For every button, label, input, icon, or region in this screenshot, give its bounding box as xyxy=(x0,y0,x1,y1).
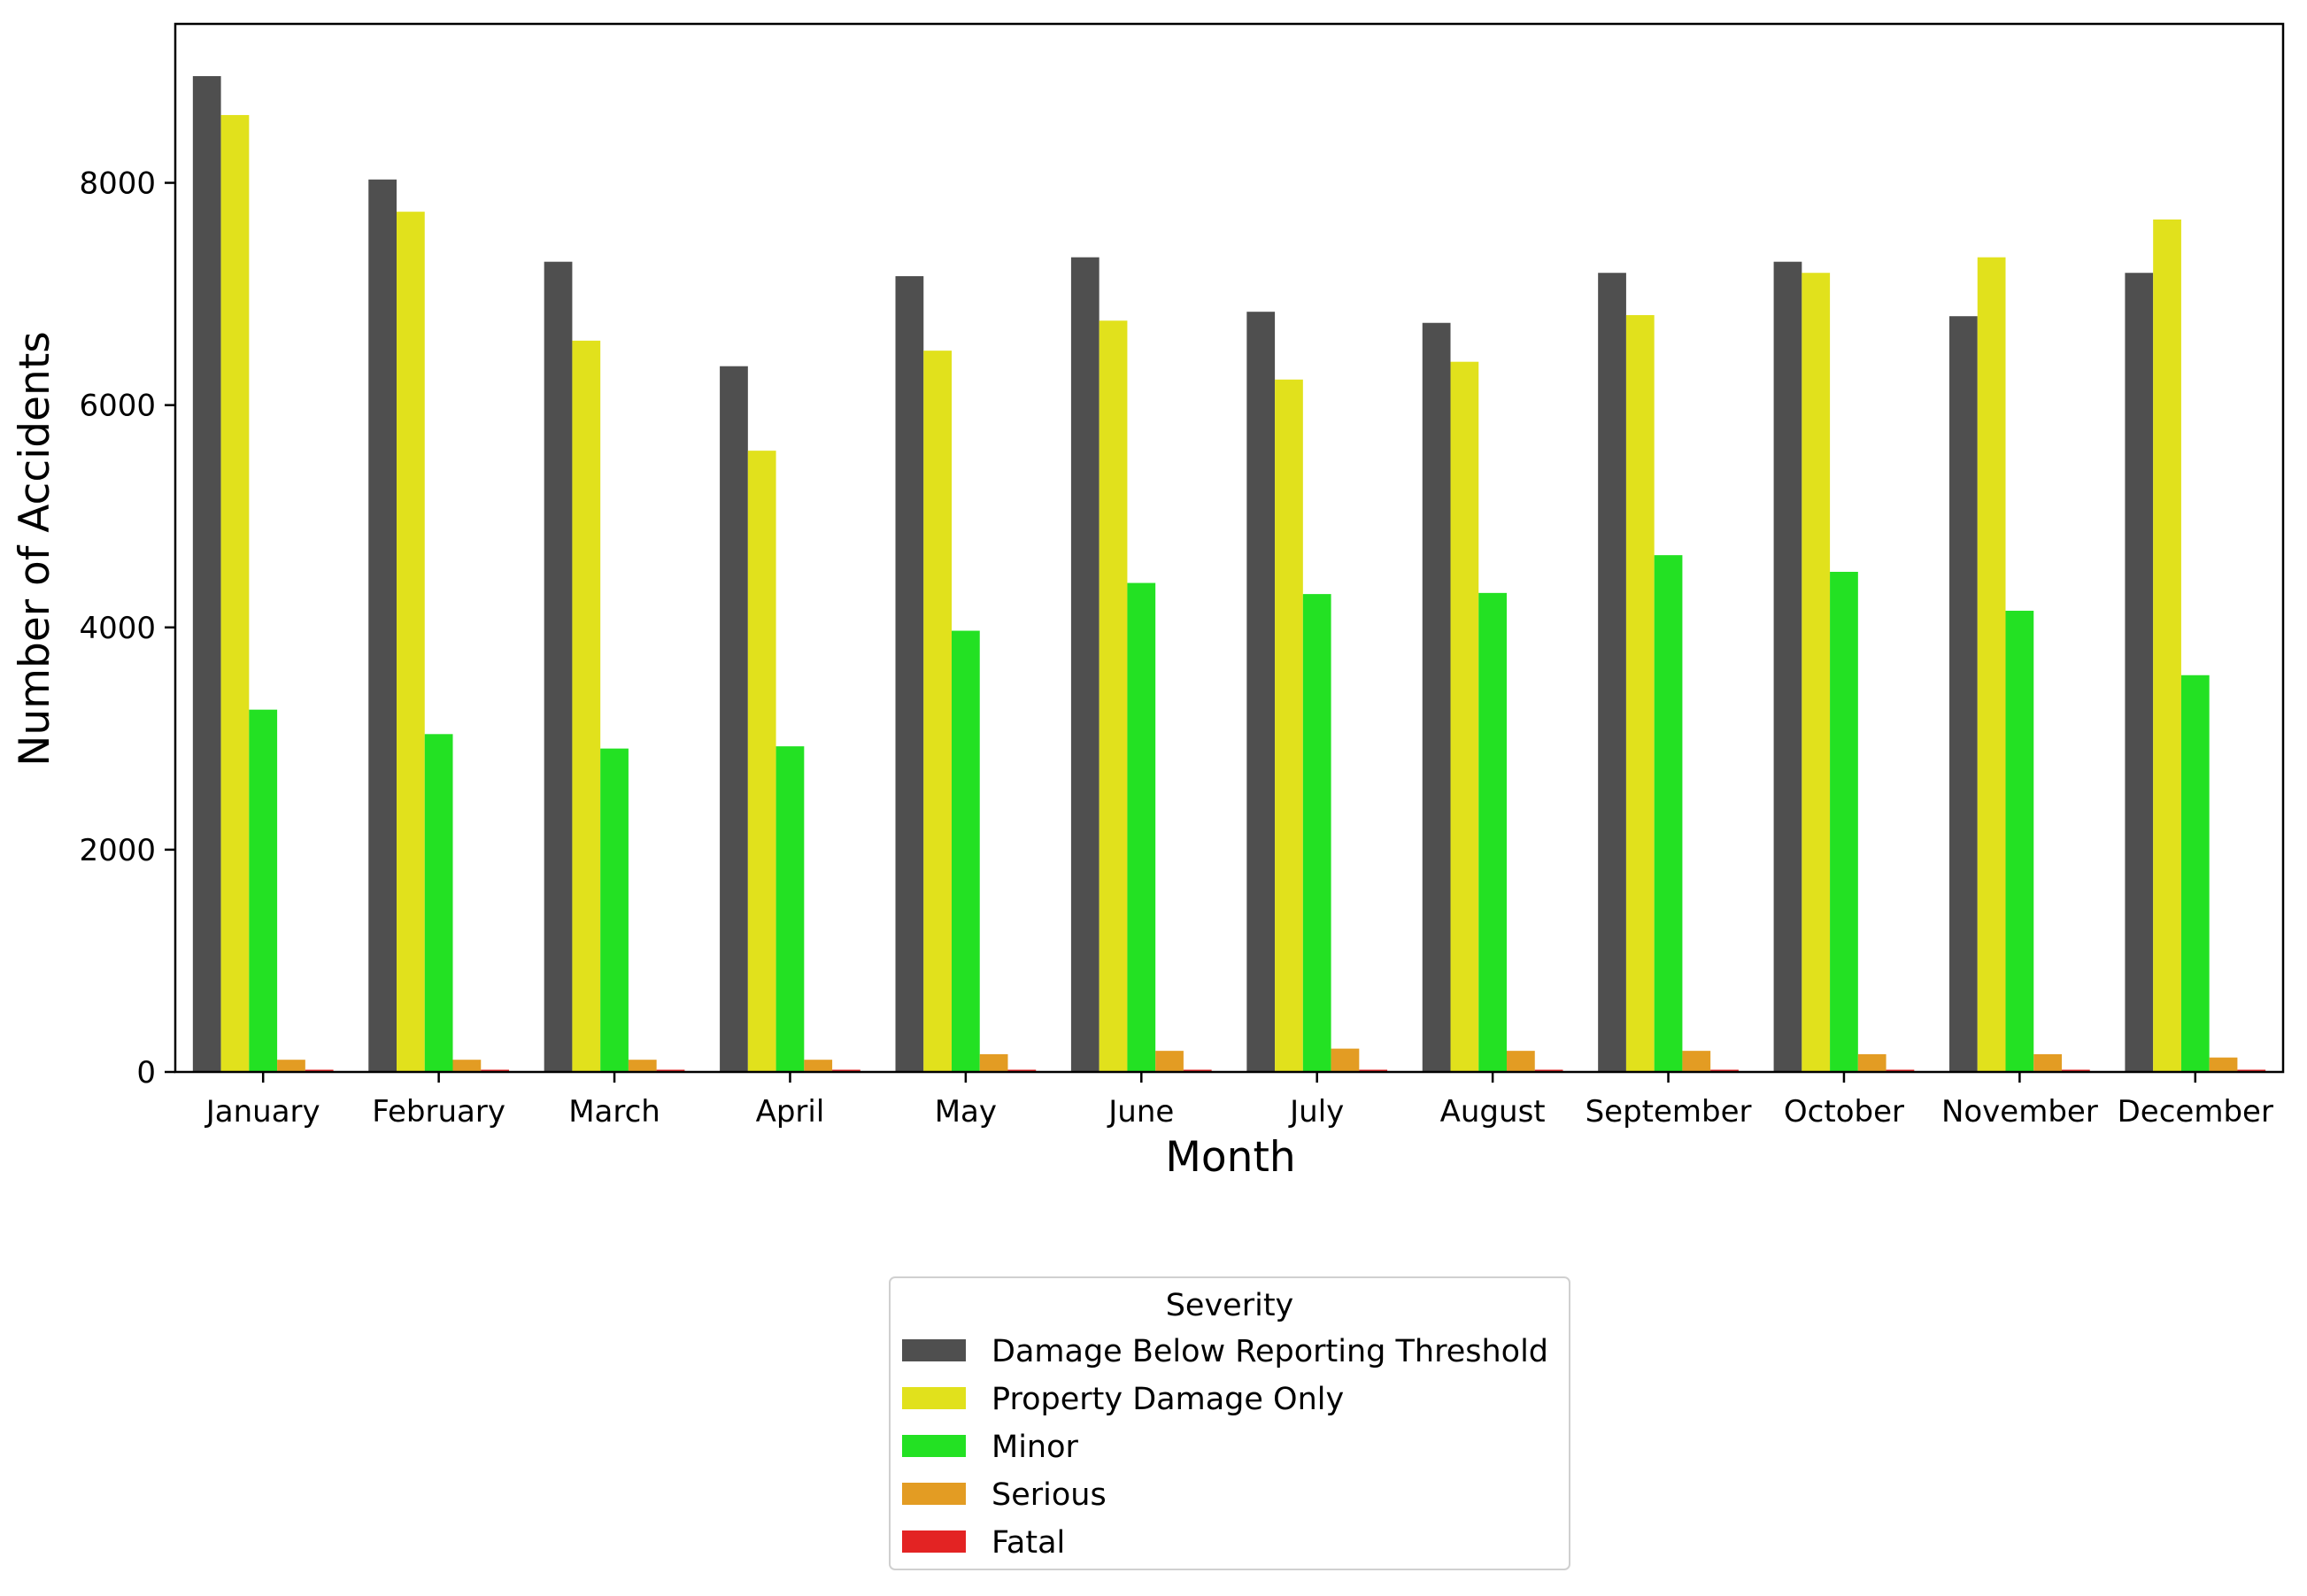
legend-swatch-4 xyxy=(902,1530,966,1553)
legend-swatch-3 xyxy=(902,1483,966,1505)
bar-0-3 xyxy=(720,366,748,1073)
legend-swatch-2 xyxy=(902,1435,966,1457)
bar-2-9 xyxy=(1830,571,1858,1072)
bar-4-9 xyxy=(1886,1069,1915,1072)
bar-4-2 xyxy=(656,1069,685,1072)
bar-1-2 xyxy=(572,340,601,1073)
bar-2-7 xyxy=(1478,592,1507,1072)
bar-4-10 xyxy=(2061,1069,2090,1072)
x-tick-label-0: January xyxy=(204,1094,320,1130)
bar-2-0 xyxy=(249,709,278,1072)
x-tick-label-6: July xyxy=(1288,1094,1344,1130)
bar-2-2 xyxy=(600,748,629,1072)
x-axis-ticks: January February March April May June July Augu… xyxy=(204,1072,2273,1130)
bar-2-4 xyxy=(952,630,980,1072)
bar-2-5 xyxy=(1127,582,1156,1072)
bar-3-11 xyxy=(2209,1057,2238,1072)
bar-4-4 xyxy=(1007,1069,1037,1072)
bar-1-3 xyxy=(747,451,776,1072)
legend-label-2: Minor xyxy=(991,1430,1079,1465)
bars-layer xyxy=(192,76,2266,1073)
bar-0-2 xyxy=(544,261,573,1072)
bar-1-8 xyxy=(1625,314,1655,1073)
bar-4-11 xyxy=(2237,1069,2266,1072)
bar-0-1 xyxy=(368,179,397,1072)
legend-swatch-1 xyxy=(902,1387,966,1409)
bar-2-8 xyxy=(1654,555,1683,1072)
x-tick-label-8: September xyxy=(1586,1094,1752,1130)
bar-4-6 xyxy=(1359,1069,1388,1072)
bar-2-3 xyxy=(775,746,805,1072)
bar-3-8 xyxy=(1682,1051,1711,1072)
bar-0-10 xyxy=(1949,316,1978,1073)
y-tick-label: 8000 xyxy=(79,166,156,202)
bar-3-4 xyxy=(979,1053,1008,1072)
x-tick-label-2: March xyxy=(568,1094,660,1130)
x-tick-label-5: June xyxy=(1107,1094,1174,1130)
x-tick-label-9: October xyxy=(1784,1094,1904,1130)
bar-0-4 xyxy=(895,276,924,1072)
bar-3-0 xyxy=(277,1060,305,1072)
bar-3-5 xyxy=(1155,1051,1184,1072)
x-tick-label-3: April xyxy=(756,1094,825,1130)
bar-1-7 xyxy=(1450,361,1479,1072)
bar-3-7 xyxy=(1507,1051,1535,1072)
bar-0-0 xyxy=(192,76,221,1072)
y-axis-label: Number of Accidents xyxy=(11,331,59,767)
bar-1-6 xyxy=(1275,379,1303,1072)
bar-3-6 xyxy=(1331,1048,1360,1072)
x-tick-label-4: May xyxy=(935,1094,997,1130)
bar-4-0 xyxy=(305,1069,334,1072)
bar-1-10 xyxy=(1977,257,2006,1072)
bar-0-5 xyxy=(1070,257,1099,1072)
y-axis-ticks: 0 2000 4000 6000 8000 xyxy=(79,166,175,1091)
bar-0-7 xyxy=(1422,322,1451,1072)
bar-1-11 xyxy=(2153,219,2181,1073)
bar-2-6 xyxy=(1302,594,1331,1072)
legend-label-3: Serious xyxy=(991,1477,1107,1513)
x-tick-label-10: November xyxy=(1941,1094,2098,1130)
bar-4-8 xyxy=(1710,1069,1739,1072)
bar-2-1 xyxy=(424,734,453,1072)
bar-1-1 xyxy=(397,212,425,1072)
x-tick-label-11: December xyxy=(2118,1094,2273,1130)
bar-0-11 xyxy=(2125,273,2154,1072)
plot-frame xyxy=(174,22,2285,1074)
bar-4-7 xyxy=(1534,1069,1563,1072)
legend-label-1: Property Damage Only xyxy=(991,1382,1344,1417)
bar-3-1 xyxy=(452,1060,482,1072)
bar-3-2 xyxy=(628,1060,657,1072)
bar-4-5 xyxy=(1183,1069,1212,1072)
x-tick-label-1: February xyxy=(372,1094,505,1130)
bar-3-9 xyxy=(1857,1053,1886,1072)
legend-label-0: Damage Below Reporting Threshold xyxy=(991,1334,1548,1369)
bar-3-3 xyxy=(804,1060,833,1072)
x-tick-label-7: August xyxy=(1440,1094,1546,1130)
y-tick-label: 2000 xyxy=(79,833,156,868)
legend: Severity Damage Below Reporting Threshol… xyxy=(889,1276,1570,1570)
bar-0-9 xyxy=(1773,261,1802,1072)
bar-2-10 xyxy=(2005,610,2034,1072)
legend-title: Severity xyxy=(1166,1288,1294,1323)
bar-0-8 xyxy=(1598,273,1626,1072)
y-tick-label: 6000 xyxy=(79,389,156,424)
y-tick-label: 4000 xyxy=(79,611,156,646)
bar-0-6 xyxy=(1246,312,1276,1072)
legend-swatch-0 xyxy=(902,1339,966,1361)
legend-frame xyxy=(889,1276,1570,1570)
bar-2-11 xyxy=(2180,675,2210,1072)
bar-1-0 xyxy=(220,114,250,1073)
bar-1-9 xyxy=(1802,273,1831,1072)
bar-1-5 xyxy=(1099,320,1128,1072)
x-axis-label: Month xyxy=(1165,1133,1295,1182)
bar-3-10 xyxy=(2033,1053,2062,1072)
bar-4-1 xyxy=(481,1069,509,1072)
legend-items: Damage Below Reporting Threshold Property… xyxy=(902,1334,1548,1561)
bar-1-4 xyxy=(923,351,953,1072)
bar-4-3 xyxy=(832,1069,860,1072)
y-tick-label: 0 xyxy=(136,1055,156,1091)
legend-label-4: Fatal xyxy=(991,1525,1065,1561)
